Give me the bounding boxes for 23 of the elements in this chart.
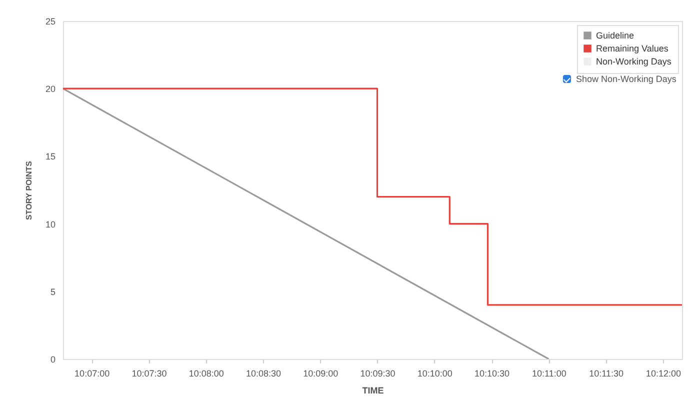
legend-label: Non-Working Days: [596, 56, 672, 66]
x-tick-label: 10:07:30: [132, 368, 167, 378]
x-tick-label: 10:10:00: [417, 368, 452, 378]
y-tick-label: 20: [45, 84, 56, 94]
x-tick-label: 10:08:30: [246, 368, 282, 378]
legend-label: Guideline: [596, 30, 634, 40]
y-tick-label: 10: [45, 219, 56, 230]
legend-label: Remaining Values: [596, 44, 669, 54]
x-tick-label: 10:08:00: [188, 368, 224, 378]
x-tick-label: 10:09:00: [303, 368, 338, 378]
y-tick-label: 5: [50, 286, 56, 297]
annotation: Show Non-Working Days: [576, 74, 676, 84]
y-tick-label: 0: [50, 354, 56, 364]
x-tick-label: 10:09:30: [360, 368, 396, 378]
x-axis-title: TIME: [362, 386, 384, 396]
x-tick-label: 10:12:00: [646, 368, 681, 378]
y-tick-label: 15: [45, 152, 56, 162]
x-tick-label: 10:10:30: [474, 368, 510, 378]
x-tick-label: 10:11:00: [532, 368, 566, 378]
x-tick-label: 10:11:30: [589, 368, 624, 378]
y-tick-label: 25: [45, 16, 56, 26]
y-axis-title: STORY POINTS: [24, 160, 34, 220]
x-tick-label: 10:07:00: [74, 368, 110, 378]
